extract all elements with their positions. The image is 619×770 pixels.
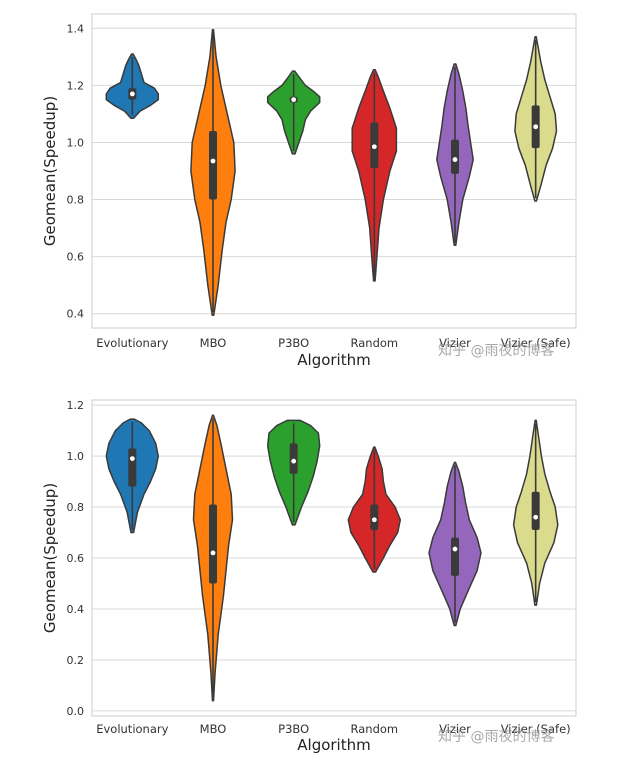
x-axis-label: Algorithm [297, 351, 370, 369]
x-tick-label: Evolutionary [96, 336, 168, 350]
violin-median-dot [210, 158, 216, 164]
chart-panel-1: 0.4 0.6 0.8 1.0 1.2 1.4 Evolutionary MBO P3BO Ran… [41, 13, 577, 369]
y-tick-label: 0.6 [67, 552, 85, 565]
watermark-bottom: 知乎 @雨夜的博客 [438, 729, 555, 745]
violin-iqr-box [531, 491, 540, 530]
x-tick-label: MBO [200, 722, 227, 736]
x-tick-label: P3BO [278, 336, 309, 350]
violin-median-dot [129, 91, 135, 97]
x-axis-label: Algorithm [297, 736, 370, 754]
x-tick-label: MBO [200, 336, 227, 350]
violin-median-dot [371, 144, 377, 150]
x-tick-label: Vizier [439, 336, 471, 350]
violin-iqr-box [370, 504, 379, 530]
y-tick-label: 1.2 [67, 79, 85, 92]
plot-area [91, 13, 577, 329]
watermark-top: 知乎 @雨夜的博客 [438, 343, 555, 359]
chart-panel-2: 0.0 0.2 0.4 0.6 0.8 1.0 1.2 Evolutionary MBO P3BO… [41, 399, 577, 754]
violin-median-dot [129, 456, 135, 462]
violin-median-dot [452, 546, 458, 552]
violin-median-dot [452, 157, 458, 162]
violin-iqr-box [451, 537, 459, 576]
y-tick-label: 0.6 [67, 251, 85, 264]
y-tick-label: 1.2 [67, 399, 85, 412]
x-tick-label: Evolutionary [96, 722, 168, 736]
y-axis-label: Geomean(Speedup) [41, 96, 59, 246]
x-tick-label: Vizier [439, 722, 471, 736]
y-tick-label: 1.0 [67, 136, 85, 149]
y-tick-label: 1.0 [67, 450, 85, 463]
violin-iqr-box [128, 448, 137, 487]
x-tick-label: Vizier (Safe) [501, 336, 571, 350]
y-tick-label: 0.4 [67, 603, 85, 616]
violin-median-dot [371, 517, 377, 523]
violin-iqr-box [209, 131, 217, 200]
violin-median-dot [533, 514, 539, 520]
violin-iqr-box [289, 443, 298, 474]
y-tick-label: 0.8 [67, 194, 85, 207]
y-tick-label: 0.4 [67, 308, 85, 321]
violin-iqr-box [209, 504, 217, 584]
violin-median-dot [291, 458, 297, 464]
y-tick-label: 0.2 [67, 654, 85, 667]
x-tick-label: Vizier (Safe) [501, 722, 571, 736]
y-tick-label: 1.4 [67, 22, 85, 35]
violin-median-dot [291, 97, 297, 103]
y-tick-label: 0.0 [67, 705, 85, 718]
violin-iqr-box [451, 139, 459, 174]
x-tick-label: Random [351, 336, 399, 350]
violin-median-dot [210, 550, 216, 556]
x-tick-label: P3BO [278, 722, 309, 736]
x-tick-label: Random [351, 722, 399, 736]
violin-median-dot [533, 124, 539, 130]
y-tick-label: 0.8 [67, 501, 85, 514]
y-axis-label: Geomean(Speedup) [41, 483, 59, 633]
